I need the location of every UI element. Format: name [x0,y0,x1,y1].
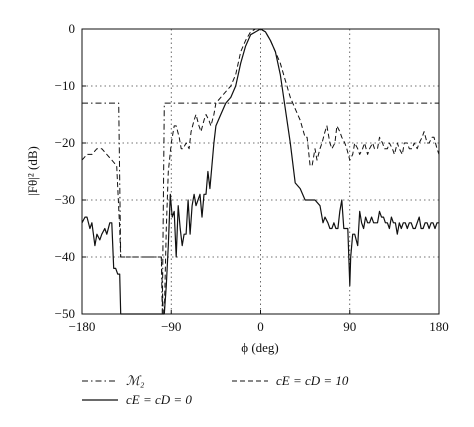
y-tick-label: −10 [55,78,75,93]
y-tick-labels: 0 −10 −20 −30 −40 −50 [55,21,75,321]
y-tick-label: −50 [55,306,75,321]
legend: ℳ₂ cE = cD = 10 cE = cD = 0 [82,373,349,407]
y-tick-label: 0 [69,21,76,36]
series-layer [81,28,440,315]
plot-frame [81,28,440,315]
series-ce0-line [81,28,439,315]
series-m2-line [82,102,439,315]
x-tick-label: −180 [69,319,96,334]
y-tick-label: −20 [55,135,75,150]
x-tick-label: 90 [343,319,356,334]
grid [81,28,440,315]
x-tick-label: 180 [429,319,449,334]
y-axis-label: |Fθ|² (dB) [25,146,40,196]
x-tick-labels: −180 −90 0 90 180 [69,319,449,334]
x-tick-label: −90 [161,319,181,334]
x-tick-label: 0 [257,319,264,334]
y-tick-label: −40 [55,249,75,264]
legend-label-ce0: cE = cD = 0 [126,392,192,407]
legend-label-m2: ℳ₂ [126,373,145,388]
series-ce10-line [81,28,440,315]
y-tick-label: −30 [55,192,75,207]
x-axis-label: ϕ (deg) [241,340,279,355]
legend-label-ce10: cE = cD = 10 [276,373,349,388]
